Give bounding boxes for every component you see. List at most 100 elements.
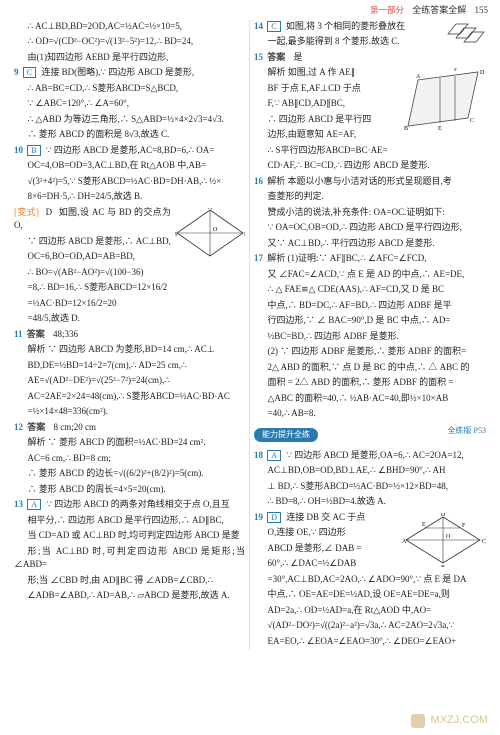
svg-text:B: B xyxy=(175,232,177,238)
text-line: =48/5,故选 D. xyxy=(14,312,245,326)
text-line: 面积 = 2△ ABD 的面积,∴ 菱形 ADBF 的面积 = xyxy=(254,376,486,390)
text-line: (2) ∵ 四边形 ADBF 是菱形,∴ 菱形 ADBF 的面积= xyxy=(254,345,486,359)
page-header: 第一部分 全练答案全解 155 xyxy=(0,0,500,20)
answer-box: D xyxy=(267,512,281,523)
text-line: CD·AF,∴ BC=CD,∴ 四边形 ABCD 是菱形. xyxy=(254,159,486,173)
text-line: ∴ BO=√(AB²−AO²)=√(100−36) xyxy=(14,266,245,280)
text-line: 由(1)知四边形 AEBD 是平行四边形, xyxy=(14,51,245,65)
section-ref: 全练版 P53 xyxy=(448,425,486,437)
question-19: A D C B O E F 19 D 连接 DB 交 AC 于点 xyxy=(254,511,486,525)
section-row: 能力提升全练 全练版 P53 xyxy=(254,425,486,445)
answer-box: A xyxy=(27,499,41,510)
question-text: ∵ 四边形 ABCD 的两条对角线相交于点 O,且互 xyxy=(46,499,229,509)
text-line: OC=4,OB=OD=3,AC⊥BD,在 Rt△AOB 中,AB= xyxy=(14,159,245,173)
text-line: =40,∴ AB=8. xyxy=(254,407,486,421)
question-text: 连接 DB 交 AC 于点 xyxy=(286,512,365,522)
text-line: 解析 ∵ 菱形 ABCD 的面积=½AC·BD=24 cm². xyxy=(14,436,245,450)
text-line: 解析 ∵ 四边形 ABCD 为菱形,BD=14 cm,∴ AC⊥ xyxy=(14,343,245,357)
question-12: 12 答案 8 cm;20 cm xyxy=(14,421,245,435)
watermark: MXZJ.COM xyxy=(411,712,488,729)
question-15: 15 答案 是 xyxy=(254,51,486,65)
question-13: 13 A ∵ 四边形 ABCD 的两条对角线相交于点 O,且互 xyxy=(14,498,245,512)
text-line: ∴ 菱形 ABCD 的面积是 8√3,故选 C. xyxy=(14,128,245,142)
question-16: 16 解析 本题以小惠与小洁对话的形式呈现题目,考 xyxy=(254,175,486,189)
variant: A D C B O [变式] D 如图,设 AC 与 BD 的交点为 O, xyxy=(14,206,245,233)
page-number: 155 xyxy=(475,5,489,15)
svg-text:F: F xyxy=(454,68,458,73)
question-number: 16 xyxy=(254,176,263,186)
text-line: =8,∴ BD=16,∴ S菱形ABCD=12×16/2 xyxy=(14,281,245,295)
question-number: 17 xyxy=(254,253,263,263)
right-column: 14 C 如图,将 3 个相同的菱形叠放在 一起,最多能得到 8 个菱形.故选 … xyxy=(250,20,490,651)
text-line: ∴ △ABD 为等边三角形,∴ S△ABD=½×4×2√3=4√3. xyxy=(14,113,245,127)
text-line: =½×14×48=336(cm²). xyxy=(14,405,245,419)
rhombus-diagram: A D C B O xyxy=(175,208,245,258)
text-line: 查菱形的判定. xyxy=(254,190,486,204)
text-line: 相平分,∴ 四边形 ABCD 是平行四边形,∴ AD∥BC, xyxy=(14,514,245,528)
svg-text:B: B xyxy=(441,565,445,567)
svg-text:A: A xyxy=(402,539,407,545)
question-text: 解析 本题以小惠与小洁对话的形式呈现题目,考 xyxy=(267,176,452,186)
answer-box: C xyxy=(267,21,280,32)
svg-text:O: O xyxy=(446,534,451,540)
answer-box: C xyxy=(23,67,36,78)
text-line: ∴ OD=√(CD²−OC²)=√(13²−5²)=12,∴ BD=24, xyxy=(14,35,245,49)
text-line: BD,DE=½BD=14÷2=7(cm),∴ AD=25 cm,∴ xyxy=(14,359,245,373)
text-line: AC⊥BD,OB=OD,BD⊥AE,∴ ∠BHD=90°,∴ AH xyxy=(254,464,486,478)
text-line: ∴ AB=BC=CD,∴ S菱形ABCD=S△BCD, xyxy=(14,82,245,96)
text-line: ∴ S平行四边形ABCD=BC·AE= xyxy=(254,144,486,158)
text-line: 中点,∴ OE=AE=DE=½AD,设 OE=AE=DE=a,则 xyxy=(254,588,486,602)
answer-box: B xyxy=(27,145,40,156)
svg-text:D: D xyxy=(244,232,245,238)
text-line: ∴ BD=8,∴ OH=½BD=4.故选 A. xyxy=(254,495,486,509)
text-line: 又 ∠FAC=∠ACD,∵ 点 E 是 AD 的中点,∴ AE=DE, xyxy=(254,268,486,282)
svg-text:E: E xyxy=(438,126,442,132)
question-10: 10 B ∵ 四边形 ABCD 是菱形,AC=8,BD=6,∴ OA= xyxy=(14,144,245,158)
text-line: AE=√(AD²−DE²)=√(25²−7²)=24(cm),∴ xyxy=(14,374,245,388)
question-11: 11 答案 48;336 xyxy=(14,328,245,342)
text-line: 行四边形,∵ ∠ BAC=90°,D 是 BC 中点,∴ AD= xyxy=(254,314,486,328)
svg-text:C: C xyxy=(482,539,486,545)
text-line: ∵ ∠ABC=120°,∴ ∠A=60°, xyxy=(14,97,245,111)
text-line: ∴ △ FAE≌△ CDE(AAS),∴ AF=CD,又 D 是 BC xyxy=(254,283,486,297)
text-line: 8×6=DH·5,∴ DH=24/5,故选 B. xyxy=(14,190,245,204)
question-number: 12 xyxy=(14,422,23,432)
text-line: ∵ OA=OC,OB=OD,∴ 四边形 ABCD 是平行四边形, xyxy=(254,221,486,235)
variant-label: [变式] xyxy=(14,207,39,217)
rhombus-diagram-19: A D C B O E F xyxy=(400,513,486,567)
svg-text:D: D xyxy=(441,513,446,518)
content-columns: ∴ AC⊥BD,BD=2OD,AC=½AC=½×10=5, ∴ OD=√(CD²… xyxy=(0,20,500,651)
answer-label: 答案 xyxy=(267,52,285,62)
question-text: 连接 BD(图略),∵ 四边形 ABCD 是菱形, xyxy=(41,67,194,77)
text-line: AC=2AE=2×24=48(cm),∴ S菱形ABCD=½AC·BD·AC xyxy=(14,390,245,404)
variant-answer: D xyxy=(46,207,53,217)
part-label: 第一部分 xyxy=(370,5,404,15)
svg-text:F: F xyxy=(462,523,466,529)
stacked-rhombus-icon xyxy=(442,22,486,48)
question-number: 19 xyxy=(254,512,263,522)
answer-value: 8 cm;20 cm xyxy=(54,422,97,432)
question-number: 13 xyxy=(14,499,23,509)
text-line: ∠ADB=∠ABD,∴ AD=AB,∴ ▱ABCD 是菱形,故选 A. xyxy=(14,589,245,603)
text-line: EA=EO,∴ ∠EOA=∠EAO=30°,∴ ∠DEO=∠EAO+ xyxy=(254,635,486,649)
question-text: ∵ 四边形 ABCD 是菱形,AC=8,BD=6,∴ OA= xyxy=(46,145,214,155)
left-column: ∴ AC⊥BD,BD=2OD,AC=½AC=½×10=5, ∴ OD=√(CD²… xyxy=(10,20,250,651)
question-number: 9 xyxy=(14,67,19,77)
svg-text:C: C xyxy=(470,118,474,124)
parallelogram-diagram: A D B C E F xyxy=(400,68,486,134)
text-line: 又∵ AC⊥BD,∴ 平行四边形 ABCD 是菱形. xyxy=(254,237,486,251)
question-text: 如图,将 3 个相同的菱形叠放在 xyxy=(286,21,405,31)
question-9: 9 C 连接 BD(图略),∵ 四边形 ABCD 是菱形, xyxy=(14,66,245,80)
text-line: √(AD²−DO²)=√((2a)²−a²)=√3a,∴ AC=2AO=2√3a… xyxy=(254,619,486,633)
question-18: 18 A ∵ 四边形 ABCD 是菱形,OA=6,∴ AC=2OA=12, xyxy=(254,449,486,463)
question-number: 18 xyxy=(254,450,263,460)
text-line: 形;当 ∠CBD 时,由 AD∥BC 得 ∠ADB=∠CBD,∴ xyxy=(14,574,245,588)
question-number: 10 xyxy=(14,145,23,155)
text-line: ∴ 菱形 ABCD 的边长=√((6/2)²+(8/2)²)=5(cm). xyxy=(14,467,245,481)
answer-label: 答案 xyxy=(27,422,45,432)
question-17: 17 解析 (1)证明:∵ AF∥BC,∴ ∠AFC=∠FCD, xyxy=(254,252,486,266)
text-line: =½AC·BD=12×16/2=20 xyxy=(14,297,245,311)
text-line: ∴ 菱形 ABCD 的周长=4×5=20(cm). xyxy=(14,483,245,497)
question-number: 14 xyxy=(254,21,263,31)
text-line: A D B C E F 解析 如图,过 A 作 AE∥ xyxy=(254,66,486,80)
